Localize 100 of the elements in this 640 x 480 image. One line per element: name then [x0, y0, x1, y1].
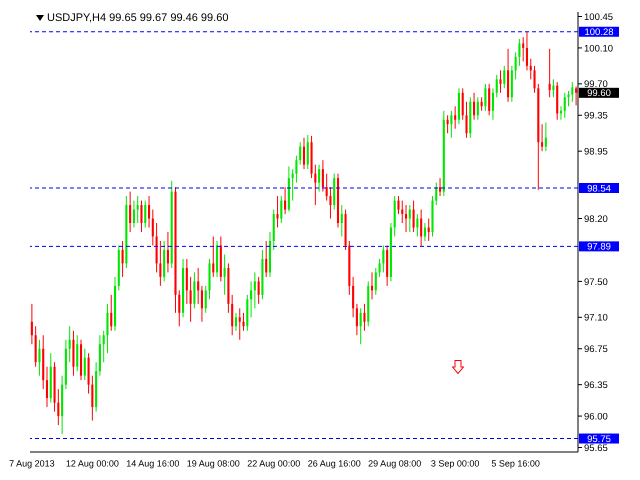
- candlestick: [258, 276, 260, 304]
- candlestick: [548, 48, 551, 98]
- y-tick-label: 96.35: [584, 380, 608, 392]
- candlestick: [38, 339, 40, 376]
- candlestick: [571, 82, 574, 102]
- candlestick: [110, 294, 112, 332]
- candlestick: [314, 164, 316, 206]
- candlestick: [68, 326, 71, 363]
- candlestick: [397, 196, 400, 215]
- candlestick: [136, 196, 139, 224]
- candlestick: [420, 209, 422, 247]
- candlestick: [178, 290, 180, 327]
- candlestick: [352, 276, 354, 318]
- candlestick: [106, 303, 109, 354]
- candlestick: [473, 92, 476, 120]
- ref-line-label: 95.75: [587, 434, 611, 445]
- candlestick: [340, 204, 343, 237]
- candlestick: [363, 303, 366, 332]
- x-tick-label: 29 Aug 08:00: [368, 458, 422, 468]
- y-tick-label: 100.10: [584, 43, 614, 54]
- candlestick: [416, 214, 418, 237]
- candlestick: [518, 38, 520, 66]
- candlestick: [514, 52, 517, 80]
- candlestick: [374, 267, 377, 296]
- y-tick-label: 99.35: [584, 110, 608, 122]
- candlestick: [292, 168, 294, 202]
- candlestick: [503, 65, 506, 89]
- candlestick: [499, 70, 502, 94]
- candlestick: [476, 96, 479, 120]
- ref-line-label: 100.28: [584, 27, 614, 38]
- candlestick: [132, 200, 135, 228]
- candlestick: [408, 204, 411, 232]
- candlestick: [140, 200, 143, 232]
- candlestick: [242, 312, 245, 332]
- candlestick: [254, 272, 256, 309]
- candlestick: [404, 204, 408, 232]
- candlestick: [533, 65, 536, 94]
- candlestick: [401, 200, 404, 224]
- candlestick: [326, 173, 328, 202]
- candlestick: [84, 348, 86, 381]
- candlestick: [492, 88, 494, 120]
- y-tick-label: 96.75: [584, 344, 608, 356]
- candlestick: [280, 196, 282, 224]
- candlestick: [76, 334, 78, 372]
- candlestick: [382, 244, 384, 273]
- ref-line-label: 97.89: [587, 242, 611, 253]
- x-tick-label: 19 Aug 08:00: [186, 458, 240, 468]
- x-tick-label: 22 Aug 00:00: [247, 458, 300, 468]
- candlestick: [454, 106, 456, 130]
- candlestick: [265, 240, 268, 278]
- candlestick: [360, 308, 362, 345]
- candlestick: [122, 240, 124, 278]
- candlestick: [148, 196, 150, 228]
- candlestick: [276, 196, 279, 228]
- x-tick-label: 7 Aug 2013: [9, 458, 55, 468]
- candlestick: [302, 137, 306, 170]
- candlestick: [193, 272, 196, 309]
- candlestick: [356, 303, 358, 336]
- candlestick: [541, 124, 544, 152]
- candlestick: [575, 86, 578, 106]
- candlestick: [166, 232, 169, 273]
- ref-line-label: 98.54: [587, 183, 611, 194]
- candlestick: [102, 330, 105, 363]
- x-tick-label: 26 Aug 16:00: [308, 458, 361, 468]
- candlestick: [318, 164, 320, 192]
- candlestick: [424, 222, 426, 242]
- candlestick: [284, 186, 286, 215]
- candlestick: [480, 96, 483, 112]
- y-tick-label: 96.00: [584, 411, 608, 422]
- x-tick-label: 5 Sep 16:00: [491, 458, 540, 468]
- candlestick: [234, 312, 238, 332]
- candlestick: [91, 375, 94, 422]
- chart-title: USDJPY,H4 99.65 99.67 99.46 99.60: [47, 12, 228, 24]
- candlestick: [450, 110, 452, 138]
- y-tick-label: 97.10: [584, 312, 608, 324]
- candlestick: [212, 236, 214, 278]
- candlestick: [412, 200, 415, 232]
- y-tick-label: 97.50: [584, 276, 608, 288]
- y-tick-label: 99.70: [584, 79, 608, 90]
- x-tick-label: 3 Sep 00:00: [430, 458, 480, 468]
- candlestick: [186, 258, 188, 304]
- candlestick: [250, 280, 252, 318]
- candlestick: [295, 155, 298, 184]
- y-tick-label: 100.45: [584, 12, 614, 23]
- candlestick: [46, 366, 48, 408]
- x-tick-label: 14 Aug 16:00: [126, 458, 180, 468]
- candlestick: [370, 272, 374, 300]
- candlestick: [231, 294, 234, 336]
- candlestick: [197, 267, 200, 304]
- candlestick: [159, 240, 162, 286]
- candlestick: [306, 134, 309, 170]
- candlestick: [238, 308, 241, 340]
- candlestick: [530, 58, 532, 80]
- candlestick: [322, 160, 324, 192]
- y-tick-label: 98.95: [584, 146, 608, 158]
- candlestick: [200, 285, 203, 322]
- candlestick: [484, 83, 486, 112]
- candlestick: [567, 90, 570, 107]
- y-tick-label: 95.65: [584, 442, 608, 454]
- candlestick: [30, 303, 33, 345]
